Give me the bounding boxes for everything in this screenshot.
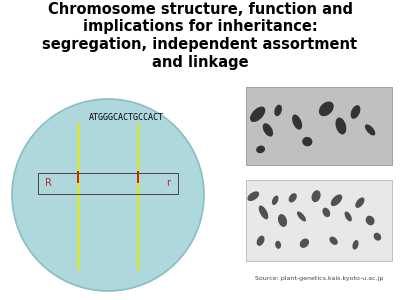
Ellipse shape xyxy=(374,233,381,241)
Ellipse shape xyxy=(351,105,360,119)
Ellipse shape xyxy=(330,236,338,245)
Ellipse shape xyxy=(319,101,334,116)
Ellipse shape xyxy=(336,118,346,134)
Ellipse shape xyxy=(297,212,306,221)
Text: R: R xyxy=(44,178,52,188)
Ellipse shape xyxy=(365,124,375,136)
Ellipse shape xyxy=(250,106,265,122)
Text: Chromosome structure, function and
implications for inheritance:
segregation, in: Chromosome structure, function and impli… xyxy=(42,2,358,70)
Ellipse shape xyxy=(12,99,204,291)
Bar xyxy=(137,171,139,183)
Ellipse shape xyxy=(355,197,364,208)
Ellipse shape xyxy=(274,105,282,116)
Ellipse shape xyxy=(278,214,287,227)
Ellipse shape xyxy=(257,236,264,246)
Ellipse shape xyxy=(247,191,259,201)
Bar xyxy=(77,171,79,183)
Ellipse shape xyxy=(344,212,352,221)
Ellipse shape xyxy=(256,146,265,153)
Ellipse shape xyxy=(331,194,342,206)
Ellipse shape xyxy=(292,115,302,130)
Text: Source: plant-genetics.kais.kyoto-u.ac.jp: Source: plant-genetics.kais.kyoto-u.ac.j… xyxy=(255,276,383,281)
Ellipse shape xyxy=(275,241,281,249)
Ellipse shape xyxy=(300,238,309,248)
Ellipse shape xyxy=(352,240,358,250)
Bar xyxy=(246,180,392,261)
Ellipse shape xyxy=(366,216,374,225)
Ellipse shape xyxy=(322,208,330,217)
Ellipse shape xyxy=(272,196,278,205)
Ellipse shape xyxy=(302,137,312,146)
Ellipse shape xyxy=(263,123,273,136)
Bar xyxy=(246,87,392,165)
Ellipse shape xyxy=(259,206,268,219)
Ellipse shape xyxy=(289,193,297,203)
Text: r: r xyxy=(166,178,170,188)
Ellipse shape xyxy=(312,190,321,202)
Text: ATGGGCACTGCCACT: ATGGGCACTGCCACT xyxy=(88,112,164,122)
Bar xyxy=(38,172,178,194)
